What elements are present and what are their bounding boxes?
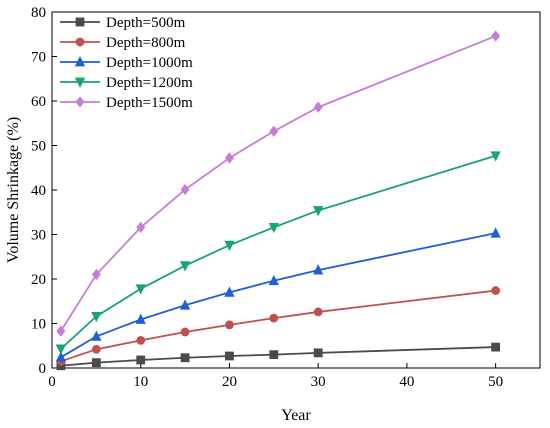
data-point: [56, 325, 66, 337]
data-point: [224, 240, 235, 252]
legend-marker: [74, 77, 86, 88]
data-point: [225, 320, 234, 330]
series-line-2: [60, 232, 496, 359]
series-line-1: [60, 289, 496, 363]
legend-label: Depth=800m: [106, 35, 186, 51]
series-line-3: [60, 154, 496, 350]
data-point: [91, 344, 101, 354]
data-point: [313, 264, 324, 275]
y-tick-label: 10: [31, 317, 46, 333]
data-point: [224, 152, 234, 164]
legend-marker: [74, 56, 86, 67]
data-point: [313, 348, 323, 358]
data-point: [269, 350, 279, 360]
legend-label: Depth=1500m: [106, 95, 193, 111]
y-tick-label: 0: [39, 361, 47, 377]
series-line-0: [60, 346, 496, 367]
x-tick-label: 40: [399, 374, 414, 390]
y-tick-label: 60: [31, 94, 46, 110]
series-line-4: [60, 35, 496, 332]
data-point: [268, 274, 279, 286]
legend-marker: [75, 96, 85, 108]
x-tick-label: 10: [133, 374, 148, 390]
data-point: [313, 206, 324, 217]
data-point: [490, 227, 501, 238]
data-point: [268, 222, 279, 234]
y-axis-title: Volume Shrinkage (%): [5, 117, 22, 263]
legend-marker: [75, 37, 85, 47]
x-tick-label: 50: [488, 374, 503, 390]
y-tick-label: 20: [31, 272, 46, 288]
y-tick-label: 80: [31, 5, 46, 21]
y-tick-label: 70: [31, 50, 46, 66]
legend-label: Depth=1200m: [106, 75, 193, 91]
data-point: [269, 313, 279, 323]
data-point: [91, 358, 101, 368]
x-tick-label: 0: [48, 374, 56, 390]
data-point: [313, 101, 323, 113]
data-point: [269, 125, 279, 137]
data-point: [179, 299, 191, 310]
axis-ticks: 0 10 20 30 40 50 0 10 20 30 40 50 60 70 80: [31, 5, 503, 390]
y-tick-label: 40: [31, 183, 46, 199]
data-point: [225, 351, 234, 361]
x-tick-label: 30: [311, 374, 326, 390]
series-markers: [55, 30, 501, 371]
data-point: [491, 286, 501, 295]
data-point: [55, 351, 67, 362]
y-tick-label: 30: [31, 228, 46, 244]
data-point: [180, 327, 190, 337]
legend: Depth=500m Depth=800m Depth=1000m Depth=120…: [60, 15, 193, 111]
data-point: [490, 151, 501, 162]
data-point: [491, 342, 501, 352]
data-point: [55, 344, 67, 355]
data-point: [135, 313, 146, 324]
x-tick-label: 20: [222, 374, 237, 390]
data-point: [179, 261, 191, 272]
data-point: [313, 307, 323, 317]
data-point: [136, 355, 146, 365]
data-point: [224, 286, 235, 297]
legend-label: Depth=500m: [106, 15, 186, 31]
data-point: [91, 268, 101, 281]
y-tick-label: 50: [31, 139, 46, 155]
data-point: [135, 284, 146, 295]
legend-label: Depth=1000m: [106, 55, 193, 71]
x-axis-title: Year: [281, 407, 311, 424]
data-point: [91, 311, 102, 323]
legend-marker: [75, 17, 85, 27]
data-point: [491, 30, 501, 42]
data-point: [91, 330, 102, 341]
series-lines: [60, 35, 496, 367]
data-point: [180, 353, 190, 363]
data-point: [180, 183, 190, 196]
data-point: [136, 221, 146, 234]
data-point: [136, 336, 146, 345]
